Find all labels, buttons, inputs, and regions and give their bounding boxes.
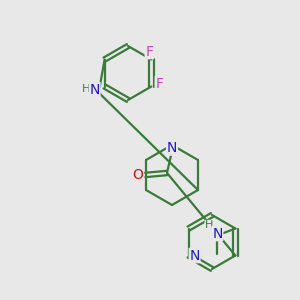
Text: N: N: [167, 141, 177, 155]
Text: H: H: [81, 85, 90, 94]
Text: O: O: [133, 168, 143, 182]
Text: H: H: [205, 220, 214, 230]
Text: F: F: [146, 44, 153, 58]
Text: N: N: [189, 248, 200, 262]
Text: N: N: [89, 82, 100, 97]
Text: F: F: [155, 76, 164, 91]
Text: N: N: [212, 226, 223, 241]
